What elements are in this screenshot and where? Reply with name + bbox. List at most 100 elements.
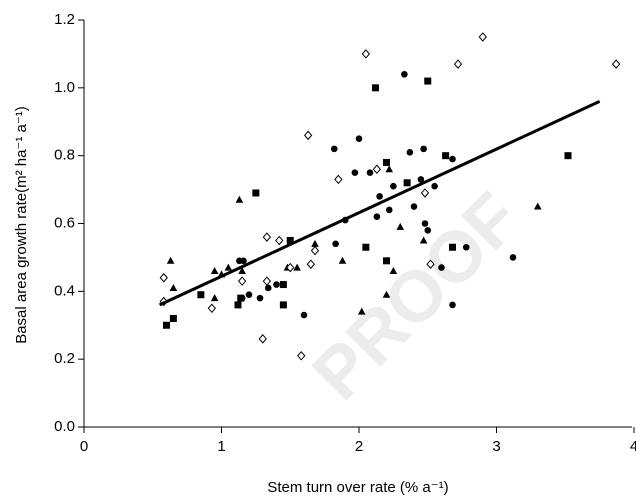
point (438, 264, 445, 271)
point (258, 334, 267, 344)
x-tick-label: 4 (630, 438, 636, 455)
point (197, 291, 205, 299)
point (462, 243, 470, 251)
point (420, 145, 427, 153)
point (169, 283, 178, 291)
point (297, 351, 306, 361)
point (279, 281, 287, 289)
y-tick-label: 1.2 (54, 11, 75, 28)
point (330, 145, 338, 153)
point (533, 202, 542, 210)
x-tick-label: 1 (217, 438, 225, 455)
trend-line (158, 100, 601, 307)
point (351, 169, 359, 176)
point (355, 135, 363, 143)
point (478, 32, 487, 42)
point (376, 193, 383, 200)
point (419, 236, 428, 244)
point (383, 257, 390, 265)
point (293, 263, 301, 271)
point (300, 311, 308, 319)
point (372, 84, 379, 92)
x-axis-label: Stem turn over rate (% a⁻¹) (267, 479, 448, 496)
point (361, 49, 371, 59)
y-axis-label: Basal area growth rate(m² ha⁻¹ a⁻¹) (13, 106, 30, 344)
point (310, 245, 320, 256)
point (286, 236, 294, 244)
point (306, 259, 316, 269)
point (372, 164, 382, 174)
point (410, 203, 418, 210)
point (403, 179, 411, 187)
x-tick-label: 3 (492, 438, 500, 455)
point (303, 130, 313, 141)
point (424, 226, 432, 234)
point (279, 301, 287, 309)
point (256, 294, 264, 302)
point (252, 189, 260, 197)
point (366, 169, 374, 176)
point (273, 281, 280, 288)
point (564, 152, 572, 160)
point (373, 213, 381, 221)
point (234, 301, 242, 309)
point (169, 314, 177, 322)
point (426, 259, 435, 269)
point (262, 276, 272, 286)
point (224, 263, 233, 271)
point (396, 222, 405, 230)
y-tick-label: 0.8 (54, 147, 75, 164)
point (338, 256, 347, 264)
point (406, 148, 414, 156)
point (453, 59, 463, 69)
point (382, 290, 391, 298)
y-tick-label: 0.0 (54, 418, 75, 435)
point (238, 266, 246, 274)
point (334, 174, 343, 185)
point (417, 176, 425, 183)
point (385, 206, 393, 214)
point (286, 262, 295, 273)
point (383, 158, 390, 166)
point (442, 152, 450, 160)
x-tick-label: 2 (355, 438, 363, 455)
point (431, 182, 438, 190)
point (163, 321, 170, 329)
point (159, 273, 168, 283)
point (311, 239, 319, 247)
point (424, 77, 432, 85)
point (611, 59, 621, 69)
y-tick-label: 0.4 (54, 282, 75, 299)
point (245, 291, 253, 299)
point (332, 240, 339, 248)
point (237, 276, 247, 286)
point (237, 294, 245, 302)
point (235, 195, 244, 203)
y-tick-label: 0.6 (54, 214, 75, 231)
point (401, 70, 408, 78)
watermark: PROOF (298, 178, 536, 416)
point (390, 182, 397, 190)
point (449, 155, 456, 163)
point (357, 307, 366, 315)
y-tick-label: 1.0 (54, 79, 75, 96)
point (210, 294, 219, 302)
point (262, 232, 272, 242)
point (207, 303, 217, 314)
point (449, 301, 456, 309)
point (509, 254, 517, 261)
x-tick-label: 0 (80, 438, 88, 455)
point (210, 266, 219, 274)
point (362, 243, 370, 251)
point (389, 266, 398, 274)
point (275, 235, 284, 246)
point (240, 257, 247, 265)
point (421, 220, 429, 227)
point (385, 165, 394, 173)
point (449, 243, 456, 251)
point (420, 188, 430, 198)
point (264, 284, 272, 292)
point (166, 256, 175, 264)
